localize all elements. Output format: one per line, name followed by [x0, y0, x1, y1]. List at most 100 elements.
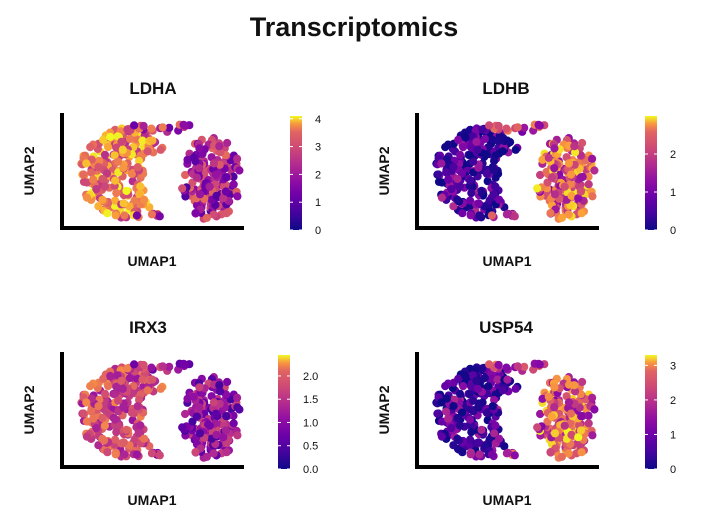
cell-point [441, 143, 450, 152]
cell-point [114, 396, 123, 405]
cell-point [487, 450, 496, 459]
figure-title: Transcriptomics [250, 12, 459, 42]
cell-point [566, 409, 576, 418]
cell-point [513, 123, 522, 132]
cell-point [490, 156, 499, 166]
cell-point [235, 405, 244, 414]
cell-point [453, 434, 462, 443]
cell-point [588, 393, 597, 402]
panel-title: IRX3 [129, 318, 167, 337]
cell-point [473, 145, 482, 154]
cell-point [195, 403, 204, 412]
cell-point [461, 132, 470, 142]
panel-title: LDHB [482, 79, 529, 98]
cell-point [577, 412, 586, 421]
panel-title: USP54 [479, 318, 533, 337]
cell-point [87, 168, 96, 177]
cell-point [135, 429, 144, 438]
cell-point [118, 384, 127, 393]
cell-point [82, 432, 91, 441]
cell-point [466, 435, 475, 444]
cell-point [457, 169, 467, 178]
cell-point [178, 184, 187, 193]
cell-point [132, 450, 141, 459]
cell-point [207, 392, 216, 401]
cell-point [474, 199, 483, 208]
cell-point [98, 434, 107, 443]
cell-point [222, 412, 231, 421]
cell-point [467, 428, 476, 437]
cell-point [495, 434, 504, 443]
cell-point [437, 159, 446, 168]
cell-point [538, 155, 547, 164]
cell-point [138, 375, 147, 384]
cell-point [211, 409, 221, 418]
cell-point [130, 121, 139, 130]
panel-ldhb: LDHB UMAP1 UMAP2 0 1 2 [376, 79, 676, 269]
cell-point [466, 450, 475, 459]
colorbar-tick-label: 2 [315, 169, 321, 181]
cell-point [584, 419, 593, 428]
cell-point [510, 212, 519, 221]
colorbar-tick-label: 2 [670, 149, 676, 161]
cell-point [209, 449, 218, 458]
cell-point [122, 425, 131, 434]
colorbar: 0.0 0.5 1.0 1.5 2.0 [278, 355, 318, 476]
cell-point [119, 438, 128, 447]
cell-point [588, 154, 597, 163]
y-axis-title: UMAP2 [376, 146, 392, 195]
cell-point [87, 407, 96, 416]
cell-point [127, 408, 136, 417]
cell-point [110, 151, 119, 160]
cell-point [502, 449, 511, 458]
cell-point [94, 163, 103, 172]
cell-point [94, 441, 103, 450]
cell-point [437, 417, 446, 426]
cell-point [477, 186, 486, 195]
cell-point [195, 383, 204, 392]
cell-point [455, 150, 465, 159]
cell-point [100, 182, 109, 191]
cell-point [209, 398, 218, 407]
cell-point [235, 166, 244, 175]
cell-point [104, 382, 113, 391]
cell-point [495, 195, 504, 204]
cell-point [461, 371, 470, 381]
x-axis-title: UMAP1 [482, 253, 531, 269]
cell-point [535, 360, 544, 369]
cell-point [560, 182, 569, 191]
cell-point [571, 387, 580, 396]
cell-point [86, 382, 95, 391]
cell-point [455, 182, 464, 191]
cell-point [491, 421, 500, 430]
cell-point [181, 409, 190, 419]
cell-point [229, 419, 238, 428]
cell-point [590, 166, 599, 175]
cell-point [98, 413, 107, 423]
cell-point [130, 360, 139, 369]
colorbar-tick-label: 0 [670, 225, 676, 237]
cell-point [570, 381, 579, 390]
cell-point [570, 142, 579, 151]
cell-point [222, 173, 231, 182]
cell-point [117, 137, 126, 146]
cell-point [111, 415, 120, 424]
cell-point [571, 148, 580, 157]
cell-point [574, 194, 583, 203]
cell-point [480, 373, 489, 383]
cell-point [147, 210, 156, 219]
cell-point [485, 196, 494, 205]
cell-point [120, 211, 129, 220]
cell-point [466, 415, 475, 424]
cell-point [110, 390, 119, 399]
cell-point [119, 402, 128, 411]
cell-point [183, 155, 192, 164]
cell-point [442, 407, 451, 416]
cell-point [564, 210, 573, 219]
cell-point [478, 364, 487, 373]
cell-point [102, 169, 112, 178]
cell-point [590, 405, 599, 414]
colorbar-gradient [278, 355, 290, 469]
colorbar: 0 1 2 3 4 [290, 114, 321, 237]
panel-title: LDHA [129, 79, 176, 98]
